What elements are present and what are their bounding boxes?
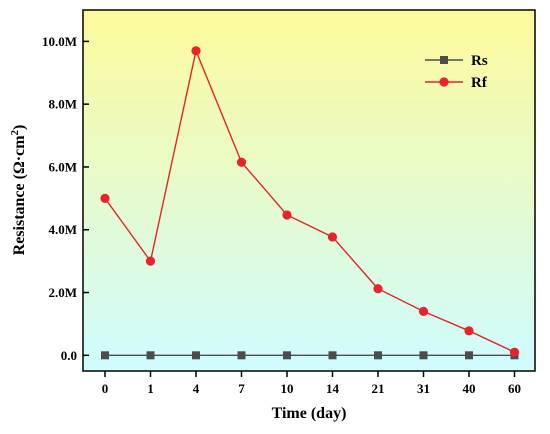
data-point-rf — [509, 347, 520, 357]
data-point-rf — [100, 193, 110, 203]
x-tick-label: 10 — [281, 381, 294, 396]
data-point-rs — [374, 351, 382, 360]
y-tick-label: 2.0M — [48, 285, 77, 300]
y-axis-title: Resistance (Ω·cm2) — [9, 125, 28, 256]
data-point-rf — [282, 210, 292, 220]
data-point-rs — [465, 351, 473, 360]
data-point-rf — [373, 284, 383, 294]
x-tick-label: 14 — [326, 381, 340, 396]
data-point-rf — [418, 306, 429, 316]
series-line-rf — [104, 48, 515, 353]
x-tick-label: 4 — [193, 381, 200, 396]
data-point-rs — [192, 351, 200, 360]
data-point-rs — [101, 351, 109, 360]
y-tick-label: 6.0M — [48, 159, 77, 174]
series-layer — [100, 46, 520, 360]
legend-marker — [440, 56, 448, 64]
x-axis-title: Time (day) — [272, 405, 347, 422]
plot-frame — [82, 9, 536, 372]
plot-area — [83, 10, 535, 371]
data-point-rs — [237, 351, 246, 360]
y-tick-label: 10.0M — [42, 34, 77, 49]
x-tick-label: 1 — [147, 381, 154, 396]
data-point-rs — [283, 351, 291, 360]
legend-item-rf: Rf — [425, 75, 488, 91]
y-tick-label: 0.0 — [61, 348, 77, 363]
data-point-rs — [146, 351, 155, 360]
data-point-rf — [327, 232, 338, 242]
data-point-rf — [145, 256, 156, 266]
x-tick-label: 21 — [372, 381, 385, 396]
y-tick-label: 8.0M — [48, 97, 77, 112]
x-tick-label: 60 — [508, 381, 521, 396]
data-point-rs — [328, 351, 337, 360]
legend: Rs Rf — [425, 53, 488, 91]
x-tick-label: 7 — [238, 381, 245, 396]
data-point-rf — [464, 326, 474, 336]
x-tick-label: 40 — [463, 381, 476, 396]
legend-marker — [439, 77, 449, 87]
y-tick-label: 4.0M — [48, 222, 77, 237]
data-point-rs — [419, 351, 428, 360]
legend-label: Rf — [471, 75, 488, 91]
x-tick-label: 0 — [102, 381, 109, 396]
x-tick-label: 31 — [417, 381, 430, 396]
series-rs — [101, 351, 519, 360]
legend-item-rs: Rs — [425, 53, 488, 69]
legend-label: Rs — [471, 53, 488, 69]
data-point-rf — [191, 46, 201, 56]
series-rf — [100, 46, 520, 357]
data-point-rf — [236, 157, 247, 167]
